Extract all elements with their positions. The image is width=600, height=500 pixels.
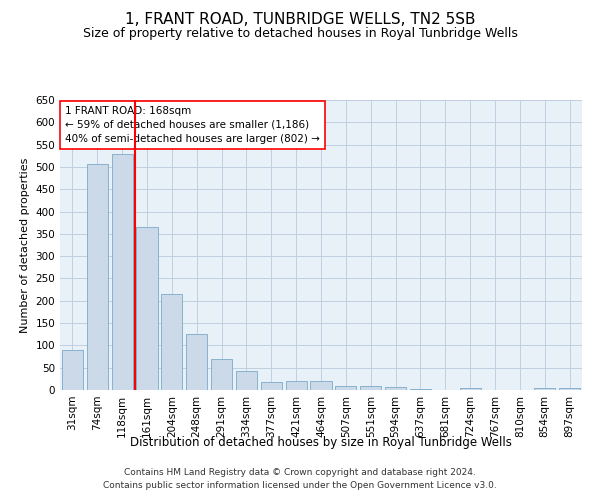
Bar	[211, 359, 232, 390]
Text: Distribution of detached houses by size in Royal Tunbridge Wells: Distribution of detached houses by size …	[130, 436, 512, 449]
Bar	[385, 387, 406, 390]
Text: 1, FRANT ROAD, TUNBRIDGE WELLS, TN2 5SB: 1, FRANT ROAD, TUNBRIDGE WELLS, TN2 5SB	[125, 12, 475, 28]
Bar	[87, 164, 108, 390]
Bar	[559, 388, 580, 390]
Bar	[236, 372, 257, 390]
Bar	[136, 227, 158, 390]
Text: Size of property relative to detached houses in Royal Tunbridge Wells: Size of property relative to detached ho…	[83, 28, 517, 40]
Text: 1 FRANT ROAD: 168sqm
← 59% of detached houses are smaller (1,186)
40% of semi-de: 1 FRANT ROAD: 168sqm ← 59% of detached h…	[65, 106, 320, 144]
Bar	[410, 389, 431, 390]
Text: Contains public sector information licensed under the Open Government Licence v3: Contains public sector information licen…	[103, 480, 497, 490]
Bar	[112, 154, 133, 390]
Bar	[360, 386, 381, 390]
Text: Contains HM Land Registry data © Crown copyright and database right 2024.: Contains HM Land Registry data © Crown c…	[124, 468, 476, 477]
Bar	[261, 382, 282, 390]
Bar	[62, 350, 83, 390]
Bar	[310, 381, 332, 390]
Bar	[186, 334, 207, 390]
Bar	[161, 294, 182, 390]
Bar	[460, 388, 481, 390]
Bar	[286, 381, 307, 390]
Bar	[534, 388, 555, 390]
Y-axis label: Number of detached properties: Number of detached properties	[20, 158, 30, 332]
Bar	[335, 386, 356, 390]
